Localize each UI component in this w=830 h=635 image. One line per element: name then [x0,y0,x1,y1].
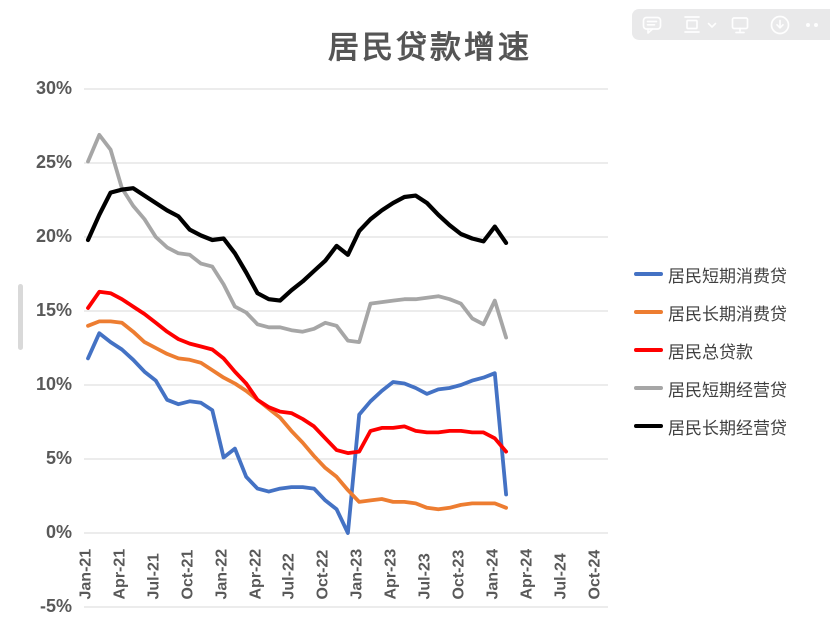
legend-swatch [634,386,663,390]
more-icon [806,22,810,27]
legend-item-label: 居民短期经营贷 [668,380,787,400]
y-axis-label: 0% [45,522,72,542]
y-axis-label: -5% [39,596,72,616]
page-view-icon [680,13,704,37]
x-axis-label: Apr-21 [111,548,129,600]
x-axis-label: Jul-22 [280,553,298,600]
series-line-2 [86,319,509,512]
download-icon [768,13,792,37]
image-toolbar [632,9,830,40]
download-button[interactable] [760,9,800,40]
legend-swatch [634,310,663,314]
y-axis-label: 25% [35,152,72,172]
series-line-3 [86,289,509,456]
comment-button[interactable] [632,9,672,40]
x-axis-label: Apr-23 [382,548,400,600]
legend-item: 居民长期消费贷 [634,293,787,331]
x-axis-label: Jan-21 [77,548,95,600]
legend-item: 居民总贷款 [634,331,787,369]
comment-icon [640,13,664,37]
y-axis-label: 5% [45,448,72,468]
legend-item-label: 居民短期消费贷 [668,266,787,286]
x-axis-label: Oct-24 [586,549,603,600]
display-button[interactable] [720,9,760,40]
scrollbar-thumb[interactable] [18,284,23,350]
legend-item: 居民长期经营贷 [634,407,787,445]
series-line-4 [86,132,509,345]
x-axis-label: Jul-24 [552,553,570,600]
y-axis-label: 10% [35,374,72,394]
legend-swatch [634,348,663,352]
y-axis-label: 30% [35,78,72,98]
legend-item: 居民短期经营贷 [634,369,787,407]
display-icon [728,13,752,37]
more-icon [814,22,818,27]
y-axis-label: 15% [35,300,72,320]
x-axis-label: Oct-21 [179,549,197,600]
page-title: 居民贷款增速 [328,30,532,65]
legend: 居民短期消费贷 居民长期消费贷 居民总贷款居民短期经营贷 居民长期经营贷 [634,255,787,445]
legend-swatch [634,424,663,428]
x-axis-label: Jul-23 [416,553,434,600]
chevron-down-icon[interactable] [706,9,720,40]
series-line-1 [86,331,509,535]
x-axis-label: Apr-22 [247,548,264,600]
legend-item: 居民短期消费贷 [634,255,787,293]
x-axis-label: Jul-21 [145,553,163,600]
legend-swatch [634,272,663,276]
gridlines [84,88,608,608]
x-axis-label: Oct-22 [314,549,332,600]
x-axis-label: Jan-22 [213,548,231,600]
more-button[interactable] [806,22,818,27]
x-axis-label: Oct-23 [450,549,468,600]
legend-item-label: 居民长期消费贷 [668,304,787,324]
series-line-5 [85,186,509,303]
legend-item-label: 居民总贷款 [668,342,753,362]
page-view-button[interactable] [672,9,712,40]
x-axis-label: Jan-23 [348,548,366,600]
legend-item-label: 居民长期经营贷 [668,418,787,438]
y-axis-label: 20% [35,226,72,246]
x-axis-label: Apr-24 [518,548,536,600]
x-axis-label: Jan-24 [484,548,502,600]
